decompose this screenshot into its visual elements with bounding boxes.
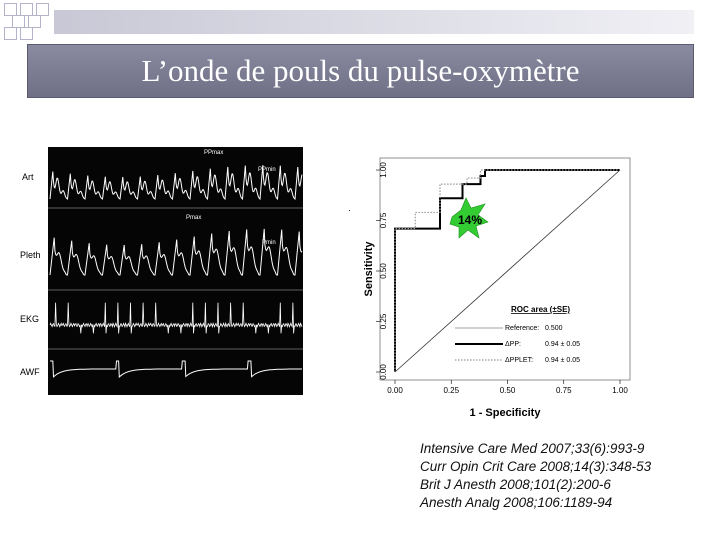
callout-starburst (449, 197, 489, 239)
channel-label-art: Art (22, 172, 34, 182)
channel-label-ekg: EKG (20, 314, 39, 324)
annotation-pmin: Pmin (262, 240, 276, 246)
waveform-ekg-trace (49, 302, 303, 334)
waveform-pleth-trace (49, 228, 303, 276)
reference-item: Intensive Care Med 2007;33(6):993-9 (420, 441, 645, 456)
callout-text: 14% (458, 213, 482, 227)
references: Intensive Care Med 2007;33(6):993-9 Curr… (420, 440, 651, 512)
legend-label-pplet: ΔPPLET: (505, 357, 533, 364)
roc-legend: ROC area (±SE) Reference: 0.500 ΔPP: 0.9… (455, 305, 580, 364)
roc-y-axis-label: Sensitivity (363, 241, 375, 297)
legend-label-reference: Reference: (505, 325, 539, 332)
legend-value-pp: 0.94 ± 0.05 (545, 341, 580, 348)
channel-label-awf: AWF (20, 367, 40, 377)
waveform-awf-trace (50, 360, 302, 379)
roc-axes: 0.00 0.25 0.50 0.75 1.00 0.00 0.25 0.50 0.75 1.00 (376, 162, 628, 395)
annotation-pmax: Pmax (186, 215, 201, 221)
slide-title: L’onde de pouls du pulse-oxymètre (141, 53, 580, 88)
legend-value-pplet: 0.94 ± 0.05 (545, 357, 580, 364)
roc-y-tick-label: 0.00 (379, 364, 388, 380)
roc-x-axis-label: 1 - Specificity (470, 407, 542, 419)
channel-label-pleth: Pleth (20, 250, 41, 260)
waveform-labels: Art Pleth EKG AWF (20, 172, 41, 377)
waveform-panel: Art Pleth EKG AWF PPmax PPmin Pmax Pmin (20, 147, 303, 395)
legend-label-pp: ΔPP: (505, 341, 521, 348)
roc-y-tick-label: 0.50 (379, 263, 388, 279)
roc-x-tick-label: 0.75 (556, 386, 572, 395)
roc-x-tick-label: 0.50 (500, 386, 516, 395)
top-gradient-bar (54, 10, 694, 34)
roc-x-tick-label: 0.25 (443, 386, 459, 395)
roc-y-tick-label: 0.75 (379, 212, 388, 228)
legend-title: ROC area (±SE) (511, 305, 570, 314)
roc-y-tick-label: 1.00 (379, 162, 388, 178)
roc-y-tick-label: 0.25 (379, 313, 388, 329)
reference-item: Brit J Anesth 2008;101(2):200-6 (420, 477, 611, 492)
legend-value-reference: 0.500 (545, 325, 563, 332)
roc-chart: · 0.00 0.25 0.50 0.75 1.00 0.00 0.25 0.50 0.75 1.… (348, 157, 631, 419)
roc-series-line-0 (394, 169, 621, 373)
reference-item: Anesth Analg 2008;106:1189-94 (420, 495, 613, 510)
reference-item: Curr Opin Crit Care 2008;14(3):348-53 (420, 459, 652, 474)
roc-series-line-2 (394, 169, 620, 372)
svg-text:·: · (348, 205, 351, 215)
roc-plot-frame (379, 157, 631, 381)
title-bar: L’onde de pouls du pulse-oxymètre (27, 44, 694, 98)
roc-series (394, 169, 621, 373)
annotation-ppmax: PPmax (204, 150, 223, 156)
roc-x-tick-label: 0.00 (387, 386, 403, 395)
waveform-art-trace (49, 165, 303, 201)
roc-x-tick-label: 1.00 (612, 386, 628, 395)
annotation-ppmin: PPmin (258, 167, 276, 173)
